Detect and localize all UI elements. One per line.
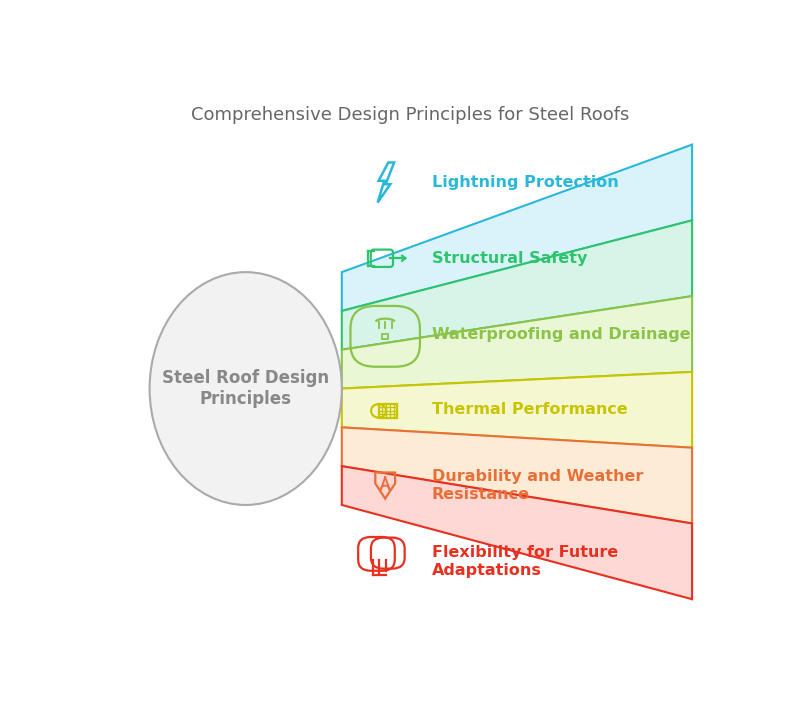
Polygon shape <box>342 145 692 311</box>
Text: Waterproofing and Drainage: Waterproofing and Drainage <box>432 327 690 341</box>
Bar <box>382 335 389 338</box>
Polygon shape <box>342 466 692 599</box>
Polygon shape <box>342 220 692 350</box>
Ellipse shape <box>150 272 342 505</box>
Polygon shape <box>342 372 692 448</box>
Bar <box>378 404 398 418</box>
Text: Flexibility for Future
Adaptations: Flexibility for Future Adaptations <box>432 545 618 577</box>
Text: Durability and Weather
Resistance: Durability and Weather Resistance <box>432 469 643 502</box>
Text: Structural Safety: Structural Safety <box>432 251 587 266</box>
Text: Lightning Protection: Lightning Protection <box>432 175 618 190</box>
Text: Comprehensive Design Principles for Steel Roofs: Comprehensive Design Principles for Stee… <box>191 106 629 124</box>
Text: Steel Roof Design
Principles: Steel Roof Design Principles <box>162 369 330 408</box>
Polygon shape <box>342 428 692 523</box>
Polygon shape <box>342 296 692 389</box>
Text: Thermal Performance: Thermal Performance <box>432 402 627 418</box>
